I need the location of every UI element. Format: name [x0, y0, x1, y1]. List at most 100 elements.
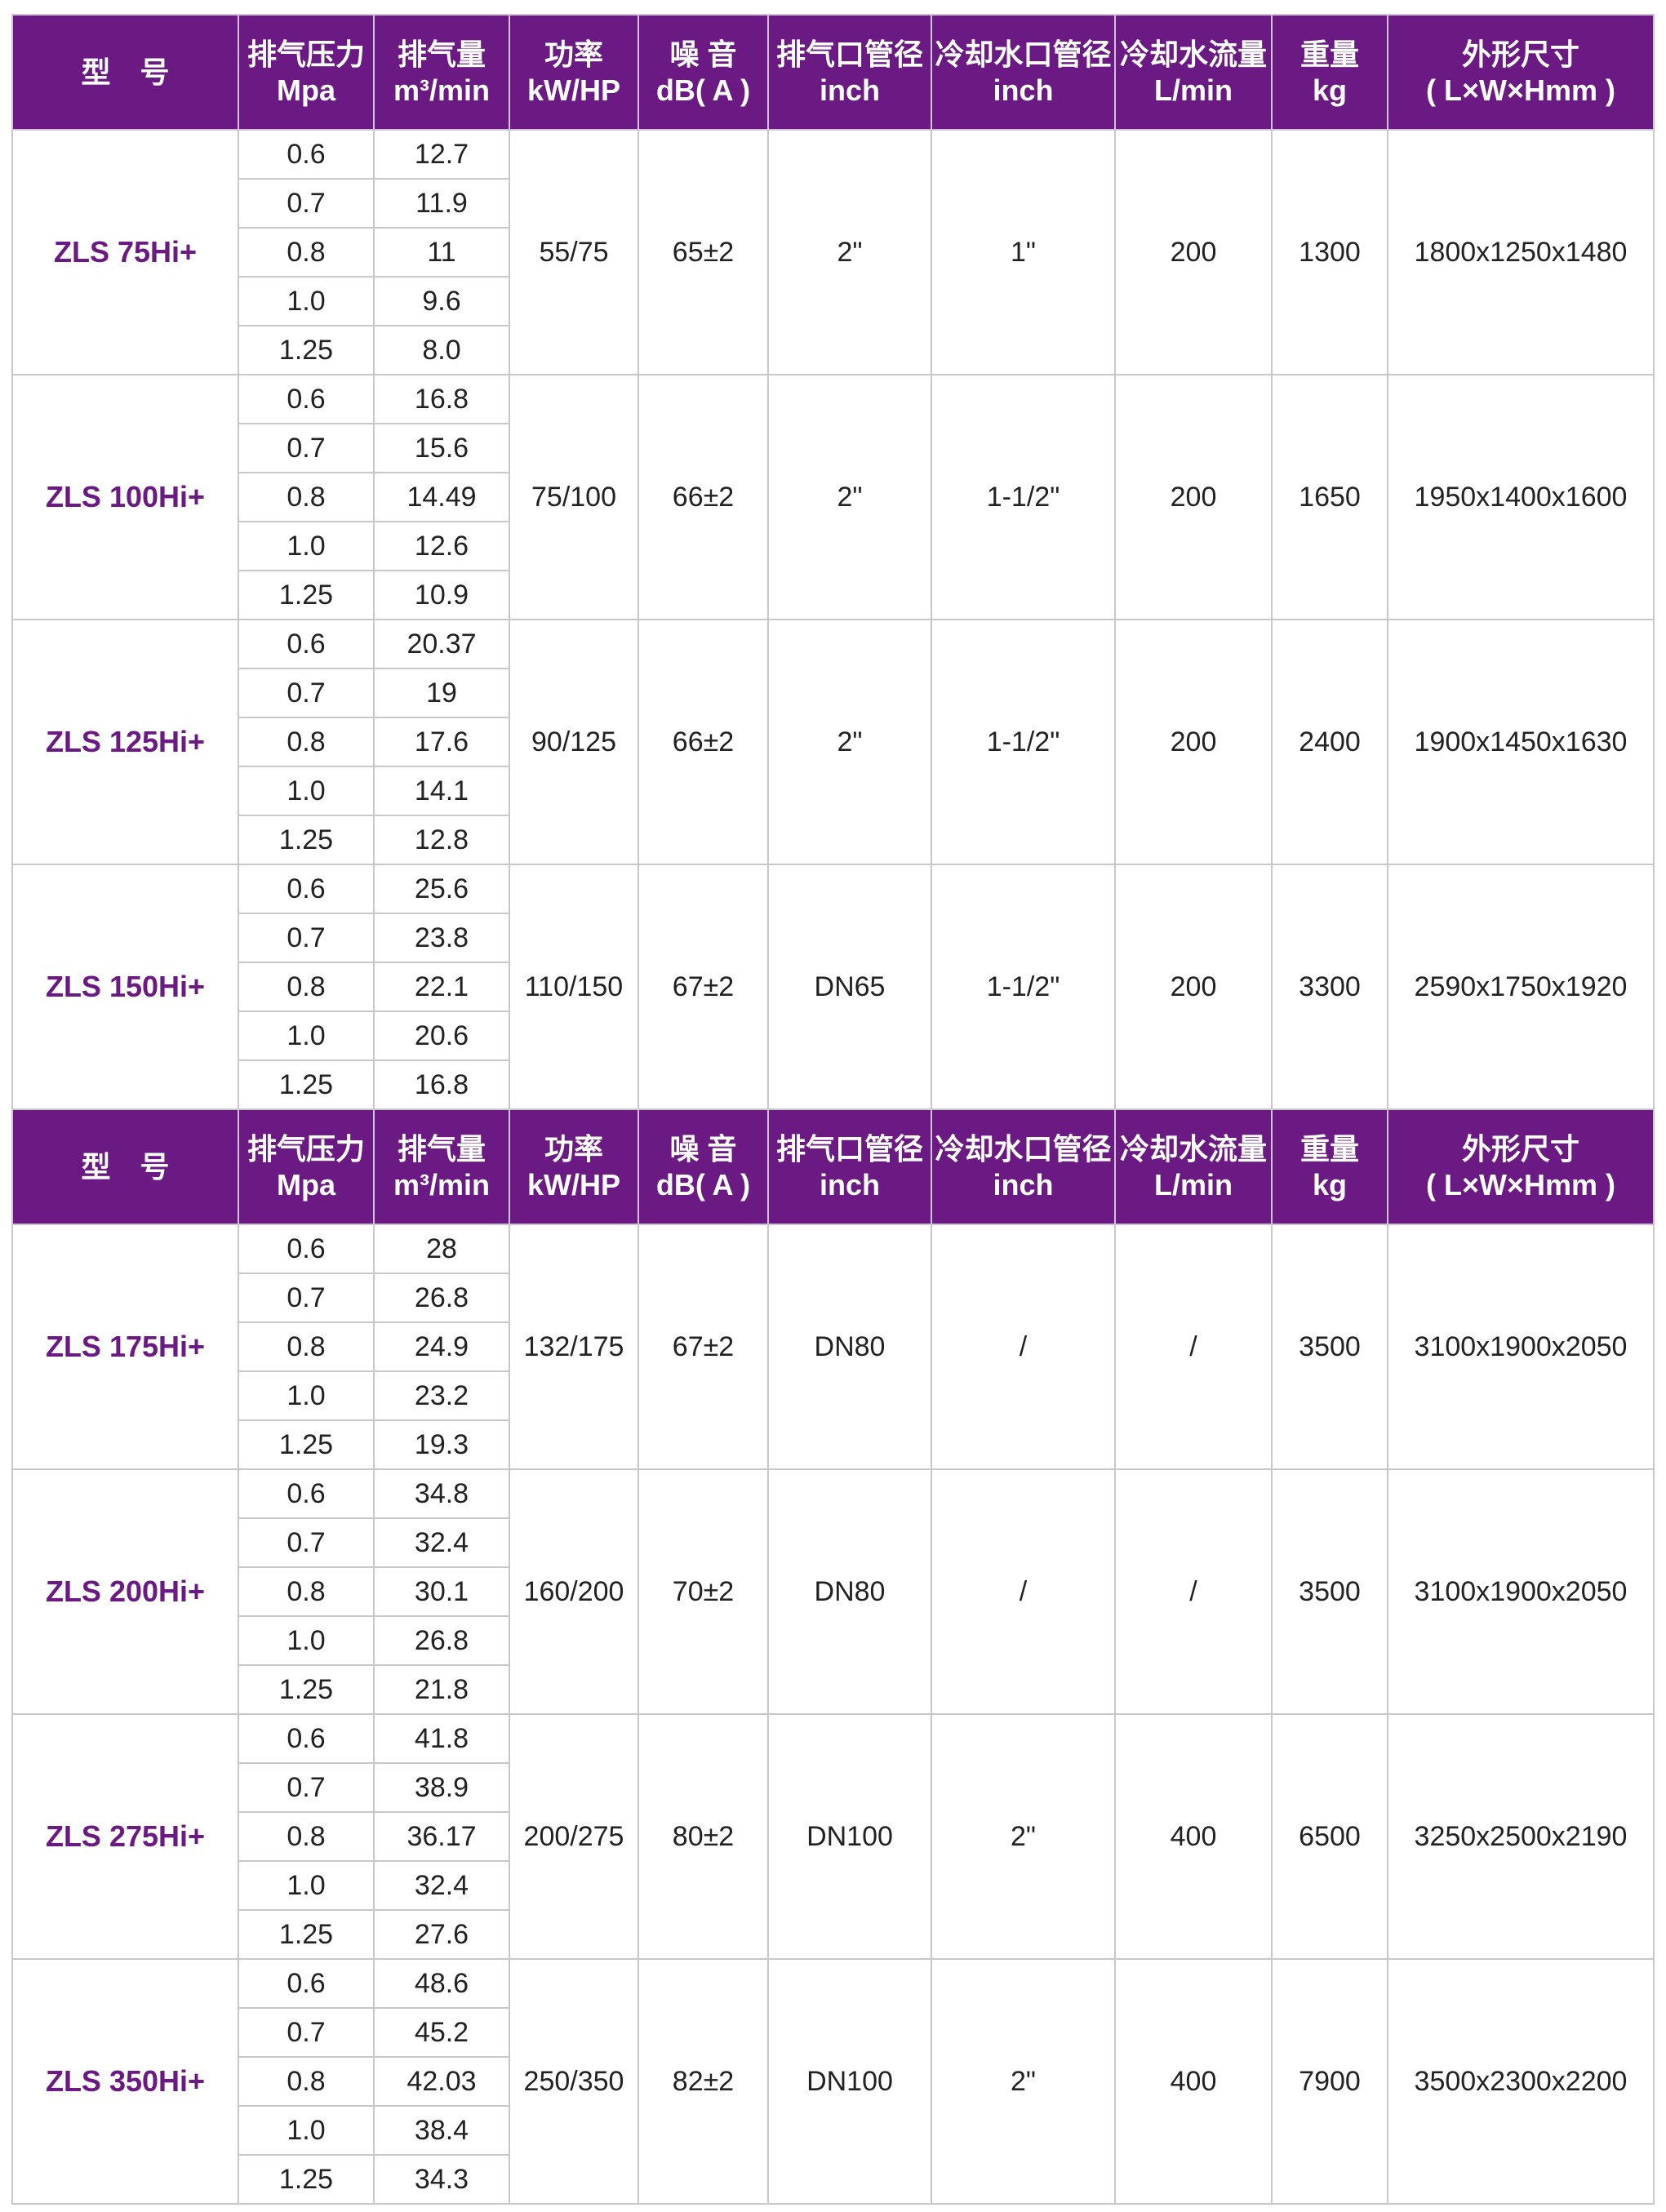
power-cell: 75/100: [509, 374, 639, 620]
header-unit: Mpa: [277, 1167, 335, 1201]
water-port-cell: 1-1/2": [931, 619, 1116, 865]
size-cell: 3100x1900x2050: [1387, 1468, 1655, 1715]
weight-cell: 7900: [1271, 1958, 1388, 2205]
table-row: 1.0 9.6: [12, 276, 1654, 326]
water-flow-cell: 200: [1114, 129, 1273, 375]
pressure-cell: 1.25: [238, 325, 375, 375]
header-unit: inch: [993, 73, 1054, 107]
column-header: 型 号: [11, 1108, 239, 1225]
header-label: 冷却水口管径: [935, 1131, 1112, 1166]
table-row: 0.7 32.4: [12, 1517, 1654, 1568]
water-port-cell: 2": [931, 1713, 1116, 1960]
table-row: 0.8 30.1: [12, 1566, 1654, 1617]
power-cell: 200/275: [509, 1713, 639, 1960]
weight-cell: 3300: [1271, 864, 1388, 1110]
water-flow-cell: 200: [1114, 864, 1273, 1110]
header-label: 功率: [544, 1131, 603, 1166]
water-port-cell: /: [931, 1224, 1116, 1470]
water-flow-cell: 200: [1114, 374, 1273, 620]
flow-cell: 11.9: [373, 178, 510, 229]
pressure-cell: 1.0: [238, 521, 375, 571]
size-cell: 3250x2500x2190: [1387, 1713, 1655, 1960]
pressure-cell: 1.25: [238, 1059, 375, 1110]
header-label: 重量: [1299, 1131, 1359, 1166]
column-header: 排气压力 Mpa: [238, 1108, 375, 1225]
weight-cell: 2400: [1271, 619, 1388, 865]
pressure-cell: 0.6: [238, 619, 375, 669]
table-row: 0.7 15.6: [12, 423, 1654, 473]
noise-cell: 67±2: [638, 1224, 769, 1470]
flow-cell: 26.8: [373, 1273, 510, 1323]
pressure-cell: 0.8: [238, 472, 375, 522]
table-row: ZLS 100Hi+ 0.6 16.8 75/100 66±2 2" 1-1/2" 200 16…: [11, 374, 1655, 620]
pressure-cell: 0.7: [238, 1517, 375, 1568]
header-label: 排气量: [397, 1131, 486, 1166]
column-header: 冷却水流量 L/min: [1114, 1108, 1273, 1225]
header-unit: inch: [819, 73, 880, 107]
pressure-cell: 0.8: [238, 717, 375, 767]
header-unit: Mpa: [277, 73, 335, 107]
flow-cell: 20.37: [373, 619, 510, 669]
pressure-cell: 0.8: [238, 962, 375, 1012]
table-row: 1.0 32.4: [12, 1860, 1654, 1911]
weight-cell: 3500: [1271, 1468, 1388, 1715]
pressure-cell: 0.6: [238, 1468, 375, 1519]
pressure-cell: 1.0: [238, 766, 375, 816]
noise-cell: 82±2: [638, 1958, 769, 2205]
weight-cell: 3500: [1271, 1224, 1388, 1470]
table-row: 0.7 19: [12, 668, 1654, 718]
size-cell: 1950x1400x1600: [1387, 374, 1655, 620]
noise-cell: 65±2: [638, 129, 769, 375]
header-row: 型 号排气压力 Mpa 排气量 m³/min 功率 kW/HP 噪 音 dB( A ) 排气口管…: [11, 1108, 1655, 1225]
table-row: 0.7 45.2: [12, 2007, 1654, 2058]
table-row: 1.0 14.1: [12, 766, 1654, 816]
flow-cell: 9.6: [373, 276, 510, 326]
column-header: 噪 音 dB( A ): [638, 14, 769, 131]
header-row: 型 号排气压力 Mpa 排气量 m³/min 功率 kW/HP 噪 音 dB( A ) 排气口管…: [11, 14, 1655, 131]
header-label: 冷却水流量: [1119, 37, 1267, 71]
outlet-cell: 2": [767, 374, 932, 620]
header-label: 排气压力: [247, 1131, 365, 1166]
flow-cell: 41.8: [373, 1713, 510, 1764]
outlet-cell: DN100: [767, 1958, 932, 2205]
pressure-cell: 0.6: [238, 1713, 375, 1764]
table-row: 0.8 17.6: [12, 717, 1654, 767]
header-label: 排气量: [397, 37, 486, 71]
table-row: 0.8 14.49: [12, 472, 1654, 522]
table-row: 0.8 22.1: [12, 962, 1654, 1012]
table-row: 1.25 16.8: [12, 1059, 1654, 1110]
header-unit: dB( A ): [655, 1167, 751, 1201]
flow-cell: 15.6: [373, 423, 510, 473]
weight-cell: 6500: [1271, 1713, 1388, 1960]
header-label: 重量: [1299, 37, 1359, 71]
noise-cell: 80±2: [638, 1713, 769, 1960]
column-header: 功率 kW/HP: [509, 1108, 639, 1225]
noise-cell: 67±2: [638, 864, 769, 1110]
table-row: ZLS 275Hi+ 0.6 41.8 200/275 80±2 DN100 2" 400 65…: [11, 1713, 1655, 1960]
column-header: 重量 kg: [1271, 1108, 1388, 1225]
header-unit: L/min: [1154, 1167, 1233, 1201]
column-header: 冷却水口管径 inch: [931, 14, 1116, 131]
header-label: 型 号: [81, 1149, 170, 1184]
pressure-cell: 1.25: [238, 1909, 375, 1960]
header-label: 外形尺寸: [1461, 1131, 1579, 1166]
flow-cell: 12.6: [373, 521, 510, 571]
flow-cell: 36.17: [373, 1811, 510, 1862]
pressure-cell: 0.7: [238, 178, 375, 229]
table-row: 1.0 26.8: [12, 1615, 1654, 1666]
pressure-cell: 0.8: [238, 1811, 375, 1862]
power-cell: 55/75: [509, 129, 639, 375]
flow-cell: 10.9: [373, 570, 510, 620]
header-label: 冷却水口管径: [935, 37, 1112, 71]
power-cell: 132/175: [509, 1224, 639, 1470]
table-row: 1.25 27.6: [12, 1909, 1654, 1960]
flow-cell: 14.1: [373, 766, 510, 816]
table-row: 1.25 21.8: [12, 1664, 1654, 1715]
table-row: 1.25 10.9: [12, 570, 1654, 620]
table-row: 0.7 11.9: [12, 178, 1654, 229]
pressure-cell: 0.6: [238, 374, 375, 424]
table-row: ZLS 125Hi+ 0.6 20.37 90/125 66±2 2" 1-1/2" 200 2…: [11, 619, 1655, 865]
header-label: 噪 音: [669, 37, 737, 71]
table-row: 0.7 26.8: [12, 1273, 1654, 1323]
water-flow-cell: 400: [1114, 1713, 1273, 1960]
